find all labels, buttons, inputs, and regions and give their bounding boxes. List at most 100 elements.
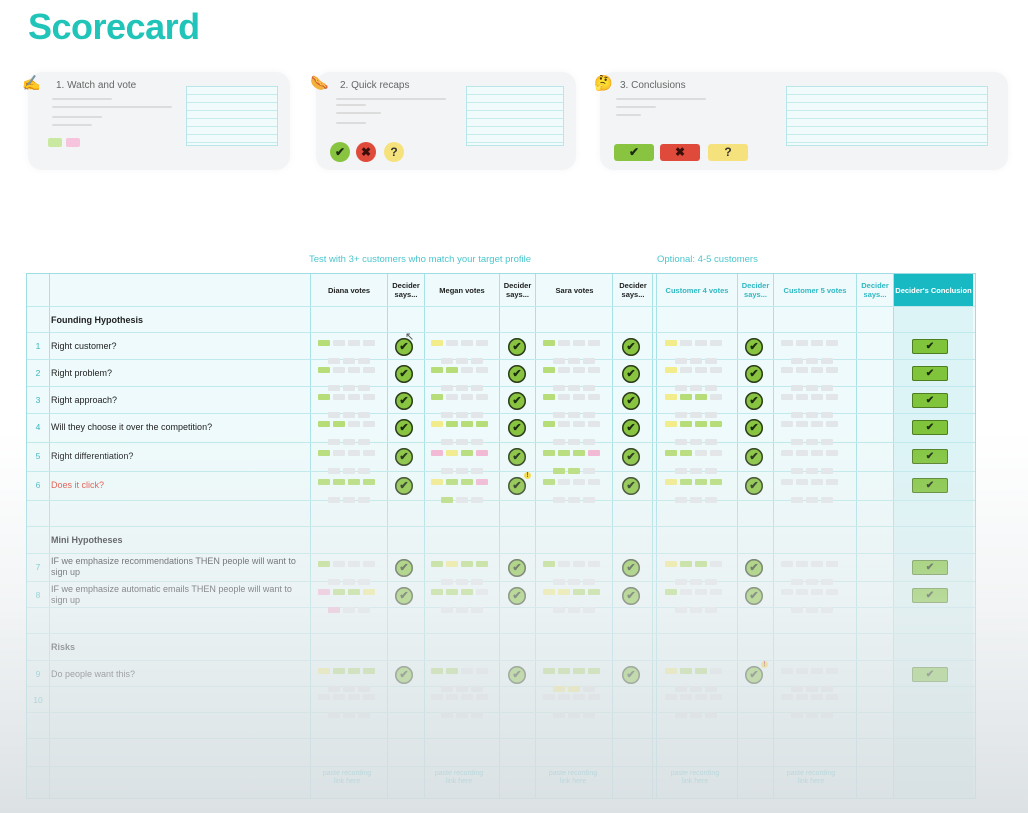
column-header-decider-says: Decider says...: [503, 281, 532, 299]
hypothesis-question[interactable]: Right problem?: [51, 368, 113, 378]
decider-check-icon[interactable]: ✔: [508, 419, 526, 437]
mini-table-thumbnail: [786, 86, 988, 146]
column-divider: [535, 274, 536, 798]
hypothesis-question[interactable]: Right differentiation?: [51, 451, 134, 461]
decider-check-icon[interactable]: ✔: [622, 365, 640, 383]
row-divider: [27, 738, 975, 739]
vote-stickies: [781, 390, 845, 426]
vote-stickies: [318, 363, 382, 399]
conclusion-check-badge[interactable]: ✔: [912, 449, 948, 464]
paste-recording-link[interactable]: paste recording link here: [322, 770, 372, 785]
vote-stickies: [431, 585, 495, 621]
row-divider: [27, 633, 975, 634]
decider-check-icon[interactable]: ✔: [745, 338, 763, 356]
conclusion-check-badge[interactable]: ✔: [912, 560, 948, 575]
hypothesis-question[interactable]: Right approach?: [51, 395, 118, 405]
vote-stickies: [781, 336, 845, 372]
conclusion-check-badge[interactable]: ✔: [912, 478, 948, 493]
decider-check-icon[interactable]: ✔: [622, 392, 640, 410]
row-divider: [27, 526, 975, 527]
paste-recording-link[interactable]: paste recording link here: [786, 770, 836, 785]
vote-stickies: [318, 585, 382, 621]
decider-check-icon[interactable]: ✔: [508, 587, 526, 605]
row-divider: [27, 332, 975, 333]
decider-check-icon[interactable]: ✔: [745, 661, 768, 684]
decider-check-icon[interactable]: ✔: [395, 365, 413, 383]
vote-stickies: [543, 390, 607, 426]
decider-check-icon[interactable]: ✔: [395, 587, 413, 605]
vote-stickies: [665, 585, 729, 621]
hypothesis-question[interactable]: Right customer?: [51, 341, 117, 351]
column-divider: [49, 274, 50, 798]
maybe-question-icon: ?: [708, 144, 748, 161]
column-header-decider-says: Decider says...: [741, 281, 770, 299]
text-line: [616, 106, 656, 108]
decider-check-icon[interactable]: ✔: [622, 448, 640, 466]
step-card-conclusions: 🤔 3. Conclusions ✔ ✖ ?: [594, 72, 1008, 170]
decider-check-icon[interactable]: ✔: [622, 587, 640, 605]
row-number: 10: [33, 695, 43, 705]
row-divider: [27, 306, 975, 307]
row-number: 4: [35, 422, 41, 432]
decider-check-icon[interactable]: ✔: [745, 392, 763, 410]
conclusion-check-badge[interactable]: ✔: [912, 420, 948, 435]
column-divider: [387, 274, 388, 798]
hypothesis-question[interactable]: IF we emphasize recommendations THEN peo…: [51, 556, 296, 577]
conclusion-check-badge[interactable]: ✔: [912, 667, 948, 682]
hypothesis-question[interactable]: Will they choose it over the competition…: [51, 422, 213, 432]
yes-check-icon: ✔: [614, 144, 654, 161]
decider-check-icon[interactable]: ✔: [395, 477, 413, 495]
decider-check-icon[interactable]: ✔: [622, 338, 640, 356]
decider-check-icon[interactable]: ✔: [508, 338, 526, 356]
decider-check-icon[interactable]: ✔: [745, 419, 763, 437]
text-line: [52, 98, 112, 100]
no-x-icon: ✖: [356, 142, 376, 162]
hypothesis-question[interactable]: Does it click?: [51, 480, 105, 490]
decider-check-icon[interactable]: ✔: [745, 365, 763, 383]
conclusion-check-badge[interactable]: ✔: [912, 393, 948, 408]
decider-check-icon[interactable]: ✔: [395, 559, 413, 577]
vote-stickies: [781, 690, 845, 726]
decider-check-icon[interactable]: ✔: [508, 472, 531, 495]
row-number: 9: [35, 669, 41, 679]
decider-check-icon[interactable]: ✔: [622, 559, 640, 577]
column-header-customer-5-votes: Customer 5 votes: [783, 285, 847, 295]
paste-recording-link[interactable]: paste recording link here: [434, 770, 484, 785]
vote-stickies: [781, 475, 845, 511]
decider-check-icon[interactable]: ✔: [508, 365, 526, 383]
decider-check-icon[interactable]: ✔: [745, 559, 763, 577]
decider-check-icon[interactable]: ✔: [622, 666, 640, 684]
paste-recording-link[interactable]: paste recording link here: [548, 770, 598, 785]
conclusion-check-badge[interactable]: ✔: [912, 366, 948, 381]
hypothesis-question[interactable]: Do people want this?: [51, 669, 136, 679]
decider-check-icon[interactable]: ✔: [508, 392, 526, 410]
row-divider: [27, 660, 975, 661]
mini-table-thumbnail: [186, 86, 278, 146]
caption-main: Test with 3+ customers who match your ta…: [309, 254, 532, 265]
decider-check-icon[interactable]: ✔: [508, 559, 526, 577]
vote-stickies: [665, 690, 729, 726]
decider-check-icon[interactable]: ✔: [395, 666, 413, 684]
decider-check-icon[interactable]: ✔: [622, 419, 640, 437]
decider-check-icon[interactable]: ✔: [395, 419, 413, 437]
hypothesis-question[interactable]: IF we emphasize automatic emails THEN pe…: [51, 584, 292, 605]
decider-check-icon[interactable]: ✔: [508, 666, 526, 684]
decider-check-icon[interactable]: ✔: [745, 587, 763, 605]
yes-check-icon: ✔: [330, 142, 350, 162]
row-number: 3: [35, 395, 41, 405]
decider-check-icon[interactable]: ✔: [395, 392, 413, 410]
row-number: 5: [35, 451, 41, 461]
decider-check-icon[interactable]: ✔: [508, 448, 526, 466]
decider-check-icon[interactable]: ✔: [395, 448, 413, 466]
vote-stickies: [665, 390, 729, 426]
decider-check-icon[interactable]: ✔: [745, 448, 763, 466]
decider-check-icon[interactable]: ✔: [622, 477, 640, 495]
row-number: 8: [35, 590, 41, 600]
decider-check-icon[interactable]: ✔: [745, 477, 763, 495]
decider-check-icon[interactable]: ✔: [395, 338, 413, 356]
conclusion-check-badge[interactable]: ✔: [912, 588, 948, 603]
conclusion-check-badge[interactable]: ✔: [912, 339, 948, 354]
paste-recording-link[interactable]: paste recording link here: [670, 770, 720, 785]
column-divider: [893, 274, 894, 798]
text-line: [616, 98, 706, 100]
